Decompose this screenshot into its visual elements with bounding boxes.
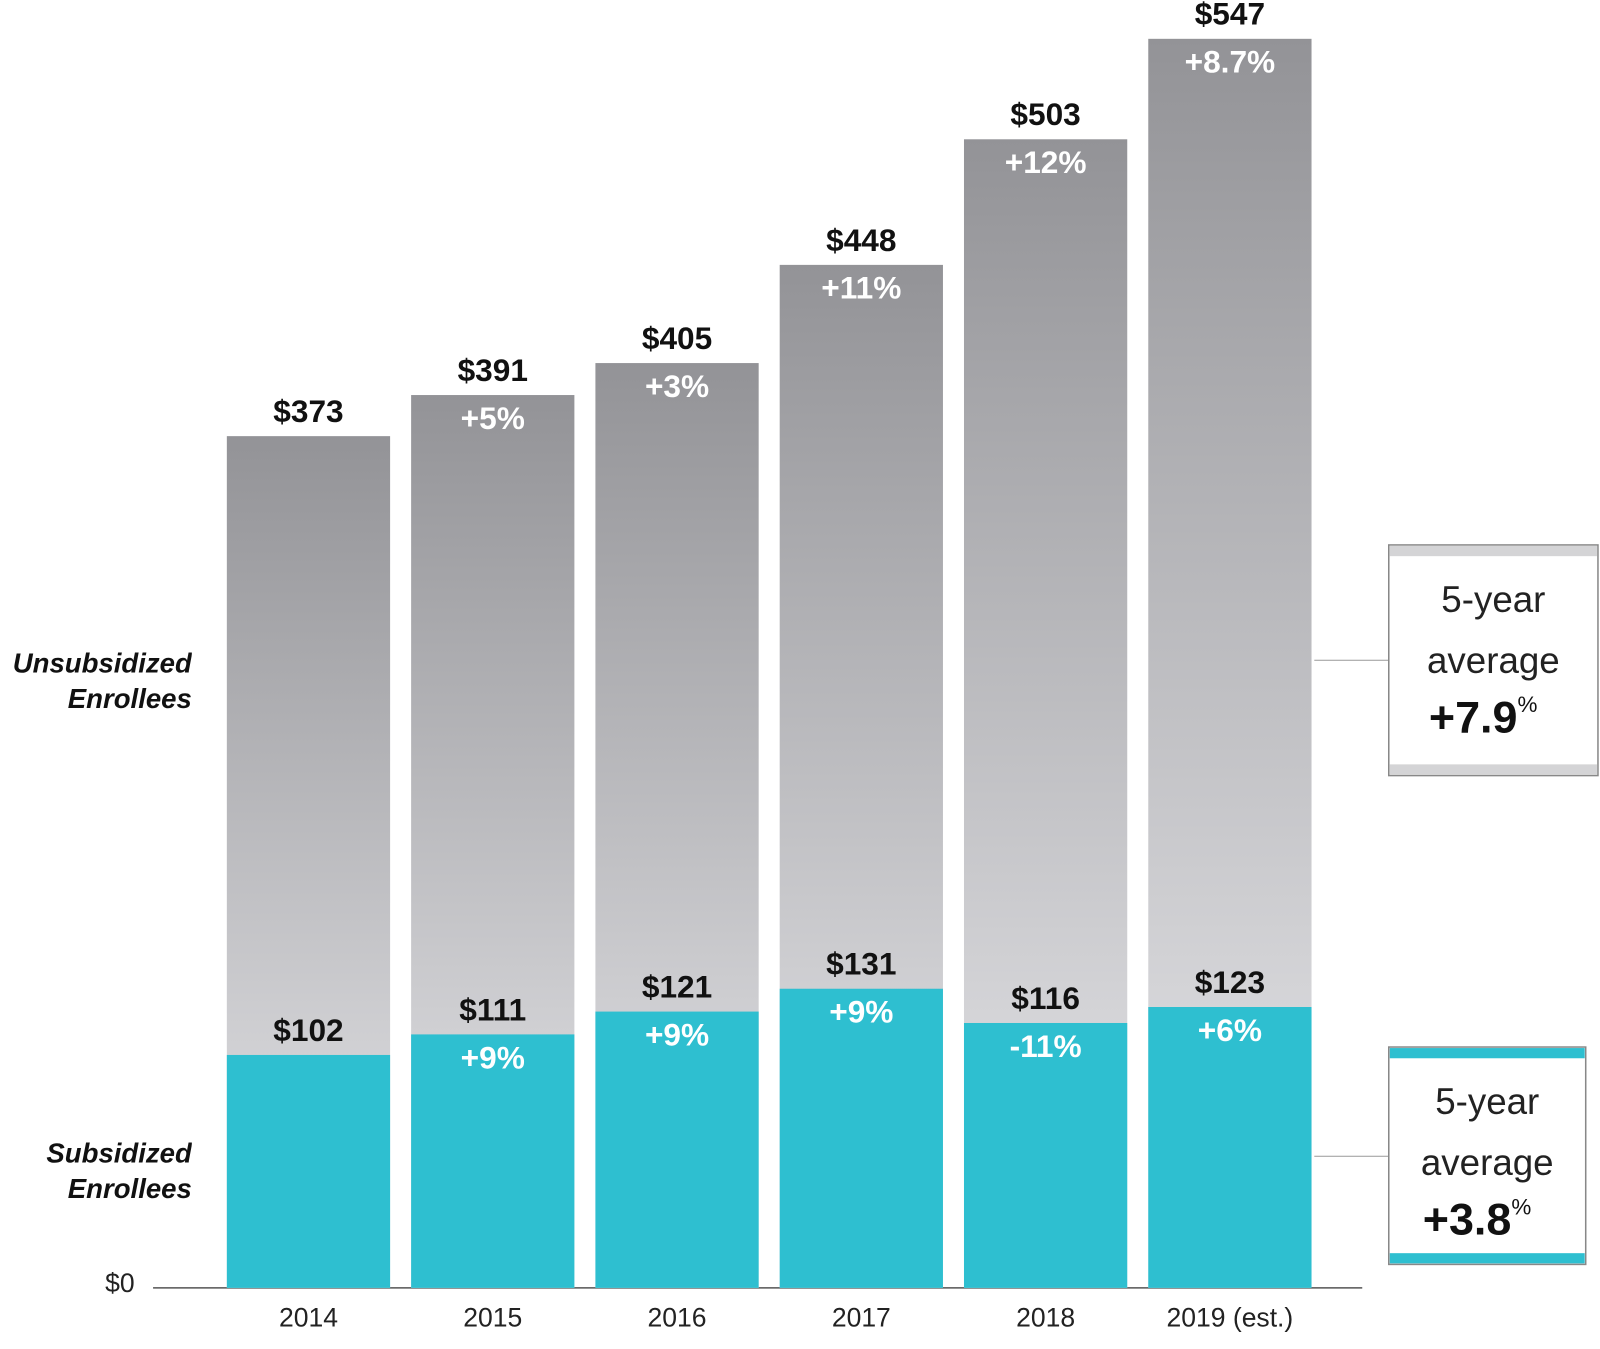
series-name: Unsubsidized Enrollees (12, 648, 192, 715)
annotation-value-unit: % (1517, 692, 1537, 717)
annotation-value: +3.8% (1423, 1193, 1532, 1244)
series-label: Subsidized Enrollees (46, 1137, 192, 1205)
change-label: -11% (1010, 1028, 1082, 1064)
x-tick-label: 2018 (1016, 1303, 1075, 1333)
change-label: +9% (461, 1039, 525, 1075)
series-name: Subsidized Enrollees (46, 1137, 192, 1205)
value-label: $102 (273, 1012, 343, 1048)
box-stripe (1389, 764, 1597, 775)
x-tick-label: 2019 (est.) (1167, 1303, 1294, 1333)
change-label: +3% (645, 368, 709, 404)
x-tick-label: 2014 (279, 1303, 338, 1333)
x-tick-label: 2016 (648, 1303, 707, 1333)
bar-subsidized (411, 1034, 575, 1288)
value-label: $111 (459, 991, 526, 1027)
y-tick-label: $0 (105, 1268, 134, 1298)
bar-subsidized (779, 988, 943, 1288)
annotation-value: +7.9% (1429, 691, 1538, 742)
change-label: +5% (461, 400, 525, 436)
annotation-text: 5-year (1435, 1081, 1539, 1122)
value-label: $391 (458, 352, 528, 388)
value-label: $116 (1011, 980, 1080, 1016)
value-label: $131 (826, 946, 896, 982)
change-label: +9% (645, 1016, 709, 1052)
change-label: +9% (829, 994, 893, 1030)
change-label: +11% (821, 270, 901, 306)
x-tick-label: 2015 (463, 1303, 522, 1333)
x-tick-label: 2017 (832, 1303, 891, 1333)
value-label: $405 (642, 320, 712, 356)
annotation-value-number: +3.8 (1423, 1193, 1512, 1244)
value-label: $547 (1195, 0, 1265, 32)
value-label: $121 (642, 968, 712, 1004)
annotation-value-unit: % (1511, 1194, 1531, 1219)
value-label: $448 (826, 222, 896, 258)
value-label: $373 (273, 393, 343, 429)
change-label: +8.7% (1185, 44, 1276, 80)
annotation-box (1388, 1046, 1587, 1266)
annotation-text: average (1427, 640, 1560, 681)
annotation-text: 5-year (1441, 579, 1545, 620)
annotation-value-number: +7.9 (1429, 691, 1518, 742)
bar-subsidized (1148, 1007, 1312, 1288)
bar-subsidized (595, 1011, 759, 1288)
series-label: Unsubsidized Enrollees (12, 648, 192, 715)
change-label: +6% (1198, 1012, 1262, 1048)
box-stripe (1389, 1253, 1585, 1264)
annotation-box (1388, 544, 1599, 777)
box-stripe (1389, 545, 1597, 557)
value-label: $123 (1195, 964, 1265, 1000)
value-label: $503 (1010, 96, 1080, 132)
box-stripe (1389, 1048, 1585, 1059)
bar-subsidized (963, 1022, 1128, 1288)
change-label: +12% (1005, 144, 1087, 180)
annotation-text: average (1421, 1142, 1554, 1183)
bar-subsidized (226, 1054, 391, 1288)
